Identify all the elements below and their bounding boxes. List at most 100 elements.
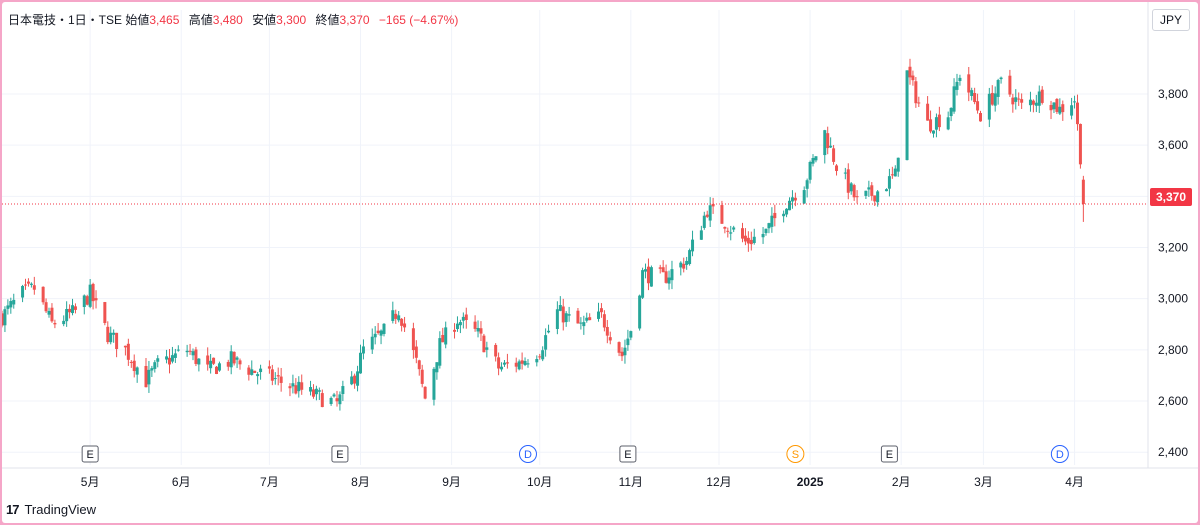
candle-body <box>1028 99 1032 106</box>
earnings-icon <box>880 445 898 463</box>
candle-body <box>394 313 398 319</box>
brand-name: TradingView <box>24 502 97 517</box>
candle-body <box>914 81 918 104</box>
candle-body <box>1058 106 1062 114</box>
event-marker-s[interactable]: S <box>786 445 805 463</box>
candle-body <box>279 376 283 383</box>
candle-body <box>638 295 642 329</box>
candle-body <box>350 376 354 385</box>
candle-body <box>576 310 580 324</box>
candle-body <box>555 309 559 329</box>
candle-body <box>846 169 850 193</box>
candle-body <box>153 362 157 369</box>
x-tick-label: 6月 <box>172 475 191 489</box>
event-label: D <box>1056 449 1064 461</box>
candle-body <box>444 327 448 345</box>
candle-body <box>973 93 977 103</box>
candle-body <box>999 77 1003 80</box>
candle-body <box>144 365 148 388</box>
candle-body <box>952 86 956 112</box>
candle-body <box>479 328 483 334</box>
candle-body <box>764 228 768 234</box>
candle-body <box>523 360 527 365</box>
candle-body <box>605 326 609 336</box>
event-marker-e[interactable]: E <box>81 445 99 463</box>
event-marker-e[interactable]: E <box>619 445 637 463</box>
candle-body <box>1070 105 1074 116</box>
candle-body <box>332 394 336 397</box>
candle-body <box>329 397 333 404</box>
candle-body <box>353 375 357 384</box>
candle-body <box>908 66 912 78</box>
candle-body <box>73 306 77 310</box>
candle-body <box>746 237 750 244</box>
candle-body <box>464 314 468 320</box>
candle-body <box>782 213 786 217</box>
candle-body <box>320 393 324 408</box>
dividend-icon <box>1050 445 1069 463</box>
candle-body <box>382 323 386 334</box>
candle-body <box>420 369 424 384</box>
candle-body <box>212 357 216 364</box>
candle-body <box>667 277 671 284</box>
candle-body <box>253 370 257 373</box>
candle-body <box>541 350 545 360</box>
candle-body <box>112 332 116 335</box>
candle-body <box>2 313 4 326</box>
candle-body <box>423 386 427 399</box>
candle-body <box>9 301 13 308</box>
candle-body <box>94 298 98 301</box>
tradingview-brand[interactable]: 17 TradingView <box>6 502 96 517</box>
candle-body <box>626 338 630 346</box>
candle-body <box>6 305 10 309</box>
candle-body <box>544 335 548 350</box>
candle-body <box>740 228 744 239</box>
candle-body <box>685 260 689 265</box>
candle-body <box>1078 123 1082 165</box>
event-label: D <box>524 449 532 461</box>
candle-body <box>247 367 251 375</box>
candle-body <box>608 337 612 341</box>
candle-body <box>502 362 506 365</box>
candle-body <box>852 185 856 198</box>
candle-body <box>256 374 260 377</box>
candle-body <box>338 394 342 405</box>
symbol-label: 日本電技・1日・TSE <box>8 13 123 27</box>
candle-body <box>720 205 724 224</box>
candle-body <box>564 313 568 323</box>
candle-body <box>71 305 75 314</box>
candle-body <box>1040 89 1044 103</box>
candle-body <box>150 368 154 371</box>
candle-body <box>3 309 7 326</box>
candle-body <box>65 308 69 322</box>
candle-body <box>864 190 868 196</box>
candle-body <box>250 369 254 375</box>
candle-body <box>109 332 113 343</box>
event-marker-d[interactable]: D <box>1050 445 1069 463</box>
event-marker-e[interactable]: E <box>880 445 898 463</box>
candle-body <box>711 203 715 207</box>
high-label: 高値 <box>188 13 213 27</box>
candle-body <box>129 361 133 363</box>
candle-body <box>599 308 603 313</box>
candle-body <box>955 81 959 90</box>
candle-body <box>876 191 880 203</box>
candle-body <box>176 349 180 351</box>
y-tick-label: 2,600 <box>1158 394 1188 408</box>
event-marker-d[interactable]: D <box>518 445 537 463</box>
candle-body <box>670 269 674 281</box>
currency-button[interactable]: JPY <box>1152 9 1190 31</box>
candle-body <box>1011 97 1015 105</box>
candle-body <box>1020 99 1024 103</box>
candle-body <box>702 215 706 228</box>
candle-body <box>135 367 139 375</box>
event-marker-e[interactable]: E <box>331 445 349 463</box>
event-label: E <box>624 449 631 461</box>
candle-body <box>32 285 36 290</box>
candle-body <box>494 344 498 357</box>
candle-body <box>29 283 33 285</box>
candle-body <box>773 212 777 219</box>
candle-body <box>917 102 921 104</box>
